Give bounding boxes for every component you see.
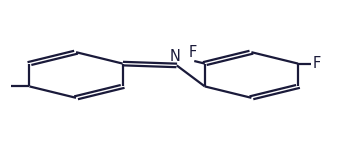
Text: F: F [188, 45, 197, 60]
Text: N: N [169, 49, 181, 64]
Text: F: F [313, 56, 321, 71]
